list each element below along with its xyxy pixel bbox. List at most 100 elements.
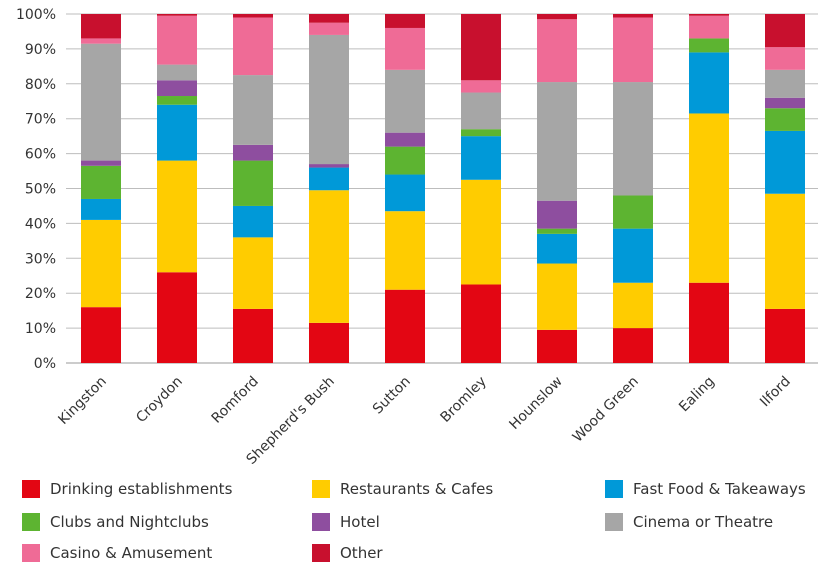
bar-stack xyxy=(309,14,349,363)
bar-segment xyxy=(157,96,197,105)
legend-swatch xyxy=(605,480,623,498)
bar-segment xyxy=(613,17,653,83)
bar-stack xyxy=(613,14,653,363)
bars xyxy=(81,14,805,363)
bar-segment xyxy=(385,132,425,147)
legend-label: Casino & Amusement xyxy=(50,544,213,562)
legend-item: Casino & Amusement xyxy=(22,542,212,564)
bar-stack xyxy=(157,14,197,363)
bar-segment xyxy=(233,75,273,145)
bar-segment xyxy=(157,104,197,161)
bar-segment xyxy=(81,38,121,44)
x-category-label: Kingston xyxy=(55,374,109,428)
bar-segment xyxy=(157,80,197,97)
bar-segment xyxy=(537,233,577,264)
bar-segment xyxy=(689,15,729,39)
bar-segment xyxy=(461,92,501,130)
bar-segment xyxy=(689,38,729,53)
bar-segment xyxy=(385,69,425,133)
bar-segment xyxy=(309,14,349,23)
legend-swatch xyxy=(22,544,40,562)
legend-swatch xyxy=(22,480,40,498)
bar-segment xyxy=(461,129,501,137)
bar-segment xyxy=(81,14,121,39)
bar-segment xyxy=(613,14,653,18)
legend-item: Hotel xyxy=(312,511,380,533)
legend-item: Restaurants & Cafes xyxy=(312,478,493,500)
bar-segment xyxy=(537,19,577,83)
legend-label: Drinking establishments xyxy=(50,480,233,498)
bar-segment xyxy=(765,193,805,309)
bar-segment xyxy=(385,289,425,363)
bar-segment xyxy=(385,174,425,212)
bar-segment xyxy=(385,146,425,175)
bar-segment xyxy=(157,272,197,363)
x-category-label: Bromley xyxy=(437,374,489,426)
y-tick-label: 80% xyxy=(25,77,56,93)
y-tick-label: 20% xyxy=(25,286,56,302)
bar-segment xyxy=(765,69,805,98)
y-tick-label: 50% xyxy=(25,182,56,198)
x-category-label: Ilford xyxy=(757,374,794,411)
bar-segment xyxy=(81,219,121,308)
legend-item: Drinking establishments xyxy=(22,478,232,500)
bar-stack xyxy=(537,14,577,363)
bar-segment xyxy=(157,160,197,273)
bar-stack xyxy=(689,14,729,363)
bar-segment xyxy=(233,14,273,18)
bar-segment xyxy=(309,167,349,191)
x-category-label: Romford xyxy=(209,374,262,427)
bar-segment xyxy=(461,80,501,93)
y-tick-label: 0% xyxy=(34,356,56,372)
legend-item: Fast Food & Takeaways xyxy=(605,478,806,500)
bar-segment xyxy=(613,328,653,363)
bar-segment xyxy=(157,14,197,16)
bar-segment xyxy=(385,211,425,290)
bar-segment xyxy=(309,164,349,168)
bar-segment xyxy=(157,64,197,81)
y-tick-label: 30% xyxy=(25,251,56,267)
bar-segment xyxy=(689,282,729,363)
bar-stack xyxy=(461,14,501,363)
bar-segment xyxy=(613,195,653,229)
bar-segment xyxy=(537,228,577,234)
legend-swatch xyxy=(312,513,330,531)
bar-segment xyxy=(233,17,273,76)
bar-segment xyxy=(765,108,805,131)
bar-segment xyxy=(309,22,349,35)
bar-stack xyxy=(765,14,805,363)
bar-segment xyxy=(765,14,805,48)
legend-swatch xyxy=(605,513,623,531)
y-tick-label: 90% xyxy=(25,42,56,58)
legend-item: Cinema or Theatre xyxy=(605,511,773,533)
bar-segment xyxy=(81,165,121,199)
bar-segment xyxy=(765,97,805,109)
legend-label: Restaurants & Cafes xyxy=(340,480,494,498)
bar-stack xyxy=(81,14,121,363)
y-tick-label: 100% xyxy=(16,7,56,23)
bar-segment xyxy=(157,15,197,65)
legend-item: Clubs and Nightclubs xyxy=(22,511,209,533)
legend-swatch xyxy=(312,480,330,498)
x-category-label: Ealing xyxy=(676,374,718,416)
bar-segment xyxy=(309,190,349,323)
bar-segment xyxy=(537,82,577,201)
legend-label: Other xyxy=(340,544,383,562)
bar-segment xyxy=(461,179,501,285)
x-category-label: Hounslow xyxy=(506,374,565,433)
bar-segment xyxy=(537,14,577,20)
bar-segment xyxy=(233,308,273,363)
bar-segment xyxy=(309,322,349,363)
bar-stack xyxy=(385,14,425,363)
x-category-label: Croydon xyxy=(133,374,186,427)
legend-item: Other xyxy=(312,542,383,564)
legend-swatch xyxy=(312,544,330,562)
bar-segment xyxy=(385,14,425,28)
bar-segment xyxy=(233,205,273,238)
bar-segment xyxy=(385,27,425,70)
bar-segment xyxy=(689,52,729,114)
bar-segment xyxy=(765,47,805,70)
legend-swatch xyxy=(22,513,40,531)
